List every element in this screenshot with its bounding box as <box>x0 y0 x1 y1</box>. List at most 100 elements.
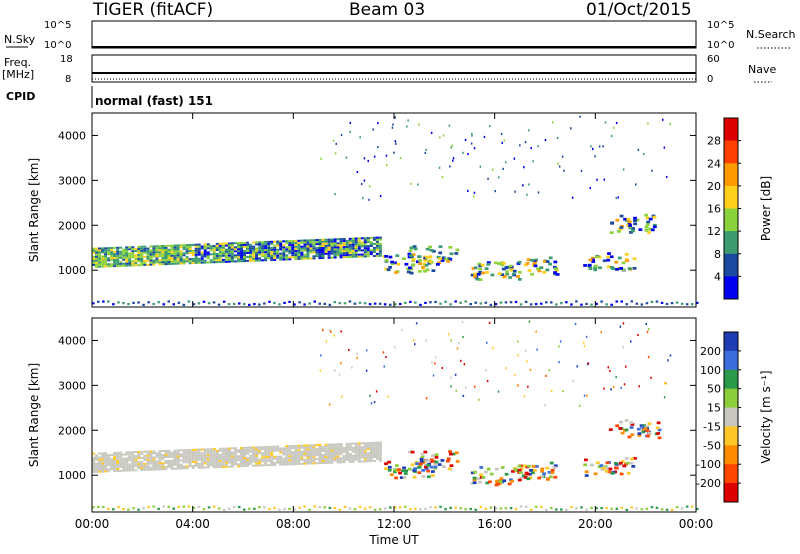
velocity-cell <box>363 454 367 457</box>
velocity-cell <box>212 462 216 465</box>
power-cell <box>550 301 553 304</box>
velocity-cell <box>424 459 429 463</box>
power-cell <box>227 246 231 249</box>
power-cell <box>442 134 445 137</box>
power-cell <box>424 263 429 267</box>
velocity-cell <box>152 460 156 463</box>
velocity-cell <box>279 451 283 454</box>
velocity-cell <box>312 444 316 447</box>
velocity-cell <box>441 366 443 370</box>
velocity-xtick-label: 08:00 <box>276 517 311 531</box>
velocity-cell <box>152 464 156 467</box>
power-cell <box>378 248 382 251</box>
velocity-cell <box>227 465 231 468</box>
velocity-cell <box>161 462 165 465</box>
velocity-cell <box>224 459 228 462</box>
power-cell <box>264 259 268 262</box>
velocity-cell <box>149 462 153 465</box>
velocity-cell <box>149 452 153 455</box>
power-cell <box>327 240 331 243</box>
velocity-cell <box>149 460 153 463</box>
velocity-cell <box>647 422 652 426</box>
velocity-cell <box>95 454 98 457</box>
power-cell <box>470 273 475 277</box>
velocity-cell <box>550 468 555 472</box>
velocity-cell <box>107 507 110 510</box>
velocity-cell <box>408 467 412 471</box>
power-cell <box>212 259 216 262</box>
velocity-colorbar-segment <box>724 369 738 390</box>
power-cell <box>351 239 355 242</box>
velocity-cell <box>414 343 416 346</box>
power-cell <box>224 242 228 245</box>
velocity-cell <box>393 470 397 474</box>
power-cell <box>580 303 583 306</box>
velocity-cell <box>580 506 583 509</box>
power-cell <box>173 256 177 259</box>
velocity-cell <box>424 465 428 469</box>
velocity-cell <box>101 470 105 473</box>
velocity-cell <box>345 459 349 461</box>
power-cell <box>125 254 129 257</box>
power-cell <box>388 265 392 269</box>
power-cell <box>619 267 623 270</box>
velocity-ytick-label: 2000 <box>58 424 86 437</box>
velocity-cell <box>233 455 237 458</box>
power-cell <box>540 302 543 305</box>
velocity-cell <box>131 465 135 468</box>
date-title: 01/Oct/2015 <box>586 0 692 20</box>
velocity-cell <box>540 467 545 471</box>
power-cell <box>561 155 564 158</box>
velocity-cell <box>492 346 494 349</box>
velocity-cell <box>297 446 301 449</box>
power-cell <box>354 251 358 254</box>
velocity-cell <box>128 465 132 468</box>
power-cell <box>473 275 477 278</box>
power-cell <box>95 257 98 260</box>
power-cell <box>230 258 234 261</box>
velocity-cell <box>267 464 271 467</box>
velocity-cell <box>434 456 439 459</box>
velocity-cell <box>354 458 358 461</box>
power-cell <box>425 148 427 151</box>
power-cell <box>557 162 559 165</box>
velocity-cell <box>363 448 367 451</box>
power-cell <box>425 247 430 251</box>
power-cell <box>390 262 395 266</box>
power-cell <box>348 251 352 254</box>
power-cell <box>173 260 177 263</box>
power-cell <box>685 303 689 306</box>
velocity-cell <box>306 458 310 461</box>
velocity-cell <box>357 446 361 449</box>
velocity-cell <box>128 463 132 466</box>
power-cell <box>378 254 382 257</box>
velocity-cell <box>206 466 210 469</box>
power-cell <box>237 242 240 245</box>
power-cell <box>101 251 105 254</box>
power-cell <box>294 241 298 244</box>
power-cell <box>446 260 451 263</box>
power-cell <box>388 255 393 259</box>
power-cell <box>197 253 201 256</box>
power-cell <box>206 247 210 250</box>
power-cell <box>631 229 635 233</box>
power-cell <box>127 303 130 306</box>
power-cell <box>188 262 192 265</box>
freq-panel <box>91 54 697 83</box>
velocity-cell <box>446 459 450 463</box>
power-cell <box>417 183 419 186</box>
power-cell <box>122 302 125 305</box>
velocity-cell <box>158 468 162 471</box>
velocity-cell <box>173 449 177 452</box>
power-cell <box>318 238 322 241</box>
power-cell <box>215 261 219 264</box>
velocity-cell <box>297 454 301 457</box>
power-cell <box>494 190 496 193</box>
power-cell <box>288 240 292 243</box>
velocity-cell <box>200 452 204 455</box>
power-cell <box>131 264 135 267</box>
velocity-cell <box>333 445 337 448</box>
power-cell <box>336 254 340 257</box>
velocity-cell <box>164 451 168 454</box>
power-cell <box>621 268 626 272</box>
